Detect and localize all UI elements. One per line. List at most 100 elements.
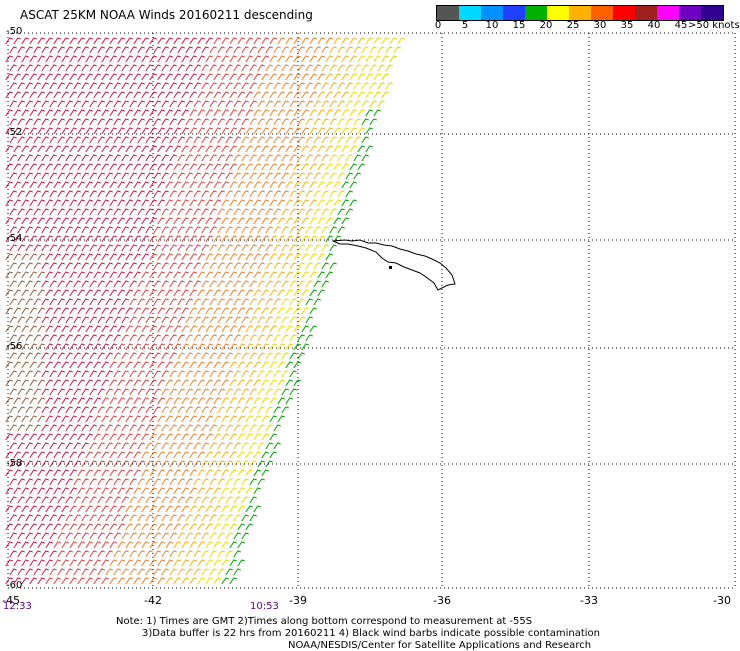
wind-barb [125, 343, 133, 351]
wind-barb [61, 253, 69, 261]
wind-barb [105, 334, 113, 342]
wind-barb [261, 361, 269, 369]
colorbar-swatch [635, 6, 657, 20]
wind-barb [289, 118, 297, 126]
wind-barb [53, 163, 61, 171]
wind-barb [113, 316, 121, 324]
wind-barb [137, 82, 145, 90]
wind-barb [89, 118, 97, 126]
wind-barb [241, 154, 249, 162]
wind-barb [237, 325, 245, 333]
wind-barb [93, 415, 101, 423]
wind-barb [197, 235, 205, 243]
wind-barb [329, 208, 337, 216]
wind-barb [249, 172, 257, 180]
wind-barb [157, 271, 165, 279]
wind-barb [149, 181, 157, 189]
wind-barb [29, 37, 37, 45]
wind-barb [89, 190, 97, 198]
wind-barb [25, 298, 33, 306]
wind-barb [201, 532, 209, 540]
wind-barb [241, 478, 249, 486]
wind-barb [157, 379, 165, 387]
wind-barb [293, 127, 301, 135]
wind-barb [229, 253, 237, 261]
wind-barb [89, 64, 97, 72]
wind-barb [341, 181, 349, 189]
wind-barb [261, 199, 269, 207]
wind-barb [13, 217, 21, 225]
wind-barb [93, 577, 101, 585]
wind-barb [337, 172, 345, 180]
wind-barb [201, 298, 209, 306]
wind-barb [81, 172, 89, 180]
lon-label: -45 [2, 594, 20, 607]
wind-barb [265, 424, 273, 432]
wind-barb [85, 73, 93, 81]
wind-barb [281, 190, 289, 198]
wind-barb [317, 289, 325, 297]
wind-barb [29, 577, 37, 585]
wind-barb [9, 478, 17, 486]
wind-barb [45, 217, 53, 225]
wind-barb [141, 559, 149, 567]
wind-barb [189, 307, 197, 315]
wind-barb [201, 352, 209, 360]
wind-barb [317, 55, 325, 63]
wind-barb [181, 289, 189, 297]
wind-barb [237, 235, 245, 243]
wind-barb [89, 388, 97, 396]
wind-barb [41, 46, 49, 54]
wind-barb [229, 361, 237, 369]
wind-barb [161, 136, 169, 144]
wind-barb [233, 568, 241, 576]
wind-barb [357, 127, 365, 135]
wind-barb [41, 298, 49, 306]
wind-barb [217, 64, 225, 72]
wind-barb [337, 208, 345, 216]
wind-barb [81, 514, 89, 522]
wind-barb [37, 163, 45, 171]
wind-barb [49, 550, 57, 558]
wind-barb [305, 154, 313, 162]
wind-barb [85, 37, 93, 45]
wind-barb [21, 109, 29, 117]
wind-barb [225, 208, 233, 216]
wind-barb [165, 343, 173, 351]
colorbar-swatch [437, 6, 459, 20]
wind-barb [93, 253, 101, 261]
wind-barb [245, 199, 253, 207]
wind-barb [201, 388, 209, 396]
wind-barb [269, 199, 277, 207]
wind-barb [225, 172, 233, 180]
wind-barb [89, 496, 97, 504]
wind-barb [149, 433, 157, 441]
wind-barb [325, 217, 333, 225]
wind-barb [9, 190, 17, 198]
wind-barb [33, 64, 41, 72]
wind-barb [5, 217, 13, 225]
wind-barb [53, 217, 61, 225]
wind-barb [257, 136, 265, 144]
wind-barb [241, 82, 249, 90]
wind-barb [65, 424, 73, 432]
wind-barb [193, 208, 201, 216]
wind-barb [45, 127, 53, 135]
wind-barb [61, 577, 69, 585]
wind-barb [145, 136, 153, 144]
wind-barb [117, 235, 125, 243]
wind-barb [125, 487, 133, 495]
wind-barb [213, 289, 221, 297]
wind-barb [333, 127, 341, 135]
wind-barb [205, 433, 213, 441]
wind-barb [237, 199, 245, 207]
wind-barb [133, 109, 141, 117]
wind-barb [145, 352, 153, 360]
wind-barb [169, 388, 177, 396]
wind-barb [201, 424, 209, 432]
wind-barb [149, 361, 157, 369]
wind-barb [21, 217, 29, 225]
wind-barb [129, 64, 137, 72]
wind-barb [17, 46, 25, 54]
shag-rock [389, 266, 392, 269]
